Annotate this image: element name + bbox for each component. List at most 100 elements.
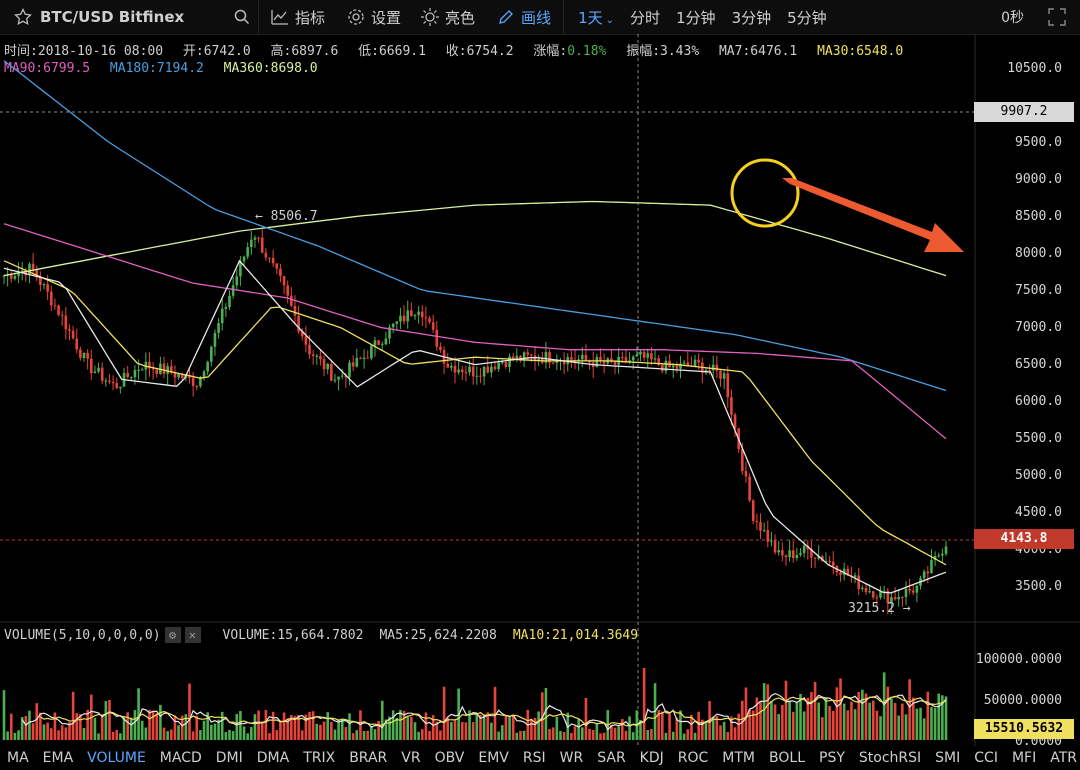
symbol-title[interactable]: BTC/USD Bitfinex [40, 8, 185, 26]
volume-bar [871, 700, 875, 740]
draw-button[interactable]: 画线 [485, 0, 563, 34]
indicator-smi[interactable]: SMI [935, 750, 961, 766]
indicator-kdj[interactable]: KDJ [639, 750, 664, 766]
timeframe-5m[interactable]: 5分钟 [787, 8, 827, 27]
gear-icon[interactable]: ⚙ [164, 627, 181, 643]
tick-label: 7500.0 [1015, 283, 1062, 298]
draw-label: 画线 [521, 8, 552, 27]
volume-bar [442, 686, 446, 740]
volume-bar [475, 714, 479, 740]
volume-bar [490, 722, 493, 740]
volume-bar [606, 710, 610, 740]
info-low: 低:6669.1 [358, 44, 426, 59]
candle-body [802, 545, 806, 553]
indicator-boll[interactable]: BOLL [769, 750, 805, 766]
indicator-sar[interactable]: SAR [597, 750, 626, 766]
volume-bar [213, 723, 217, 740]
indicator-ma[interactable]: MA [7, 750, 29, 766]
volume-bar [235, 713, 239, 740]
candle-body [799, 552, 802, 555]
candle-body [391, 323, 395, 328]
volume-bar [395, 718, 399, 740]
candle-body [104, 380, 108, 382]
candle-body [359, 358, 362, 360]
volume-bar [239, 711, 242, 740]
volume-bar [151, 710, 155, 740]
candle-body [250, 239, 253, 248]
candle-body [915, 585, 919, 593]
candle-body [468, 366, 471, 373]
settings-button[interactable]: 设置 [337, 0, 411, 34]
indicator-macd[interactable]: MACD [159, 750, 202, 766]
candle-body [388, 327, 391, 339]
timeframe-realtime[interactable]: 分时 [630, 8, 661, 27]
candle-body [504, 362, 508, 367]
volume-bar [86, 709, 89, 740]
indicator-dma[interactable]: DMA [256, 750, 290, 766]
candle-body [526, 352, 530, 355]
volume-bar [573, 726, 577, 740]
indicator-roc[interactable]: ROC [677, 750, 709, 766]
indicator-wr[interactable]: WR [559, 750, 584, 766]
volume-bar [479, 715, 482, 740]
indicator-cci[interactable]: CCI [974, 750, 998, 766]
pencil-icon [497, 8, 515, 26]
indicators-button[interactable]: 指标 [259, 0, 337, 34]
candle-body [857, 575, 861, 589]
indicator-emv[interactable]: EMV [478, 750, 509, 766]
candle-body [133, 370, 137, 378]
candle-body [664, 360, 668, 372]
timeframe-1d[interactable]: 1天 ⌄ [578, 8, 614, 27]
indicator-volume[interactable]: VOLUME [87, 750, 146, 766]
candle-body [486, 366, 490, 373]
candle-body [671, 365, 675, 368]
candle-body [93, 371, 97, 373]
volume-bar [835, 687, 839, 740]
candle-body [330, 363, 333, 381]
fullscreen-icon[interactable] [1048, 8, 1066, 26]
candle-body [308, 344, 311, 355]
indicator-psy[interactable]: PSY [819, 750, 845, 766]
indicator-rsi[interactable]: RSI [522, 750, 546, 766]
search-icon[interactable] [234, 9, 250, 25]
candle-body [722, 373, 726, 379]
volume-bar [493, 686, 497, 740]
volume-bar [100, 715, 104, 740]
candle-body [399, 315, 402, 322]
candle-body [35, 269, 39, 278]
candle-body [530, 354, 533, 356]
timeframe-3m[interactable]: 3分钟 [731, 8, 772, 27]
indicator-ema[interactable]: EMA [42, 750, 74, 766]
indicator-brar[interactable]: BRAR [349, 750, 388, 766]
indicator-stochrsi[interactable]: StochRSI [858, 750, 922, 766]
close-icon[interactable]: ✕ [184, 627, 201, 643]
indicator-vr[interactable]: VR [401, 750, 421, 766]
volume-bar [810, 692, 813, 740]
theme-button[interactable]: 亮色 [411, 0, 485, 34]
candle-body [293, 305, 297, 316]
indicator-dmi[interactable]: DMI [215, 750, 243, 766]
star-icon[interactable] [14, 8, 32, 26]
volume-bar [450, 722, 453, 740]
candle-body [828, 561, 831, 563]
volume-ma5: MA5:25,624.2208 [379, 627, 497, 643]
volume-bar [926, 691, 930, 740]
indicator-mfi[interactable]: MFI [1011, 750, 1037, 766]
volume-bar [122, 716, 126, 740]
candle-body [522, 352, 526, 361]
volume-bar [417, 731, 420, 740]
candle-body [413, 315, 417, 317]
candle-body [533, 355, 537, 361]
indicator-obv[interactable]: OBV [434, 750, 465, 766]
candle-body [450, 365, 453, 368]
indicator-atr[interactable]: ATR [1050, 750, 1077, 766]
timeframe-1m[interactable]: 1分钟 [676, 8, 716, 27]
indicator-mtm[interactable]: MTM [722, 750, 756, 766]
volume-bar [741, 700, 744, 740]
candle-body [129, 377, 133, 379]
candle-body [89, 358, 93, 373]
indicator-trix[interactable]: TRIX [303, 750, 336, 766]
volume-bar [304, 714, 308, 740]
candle-body [435, 329, 439, 347]
